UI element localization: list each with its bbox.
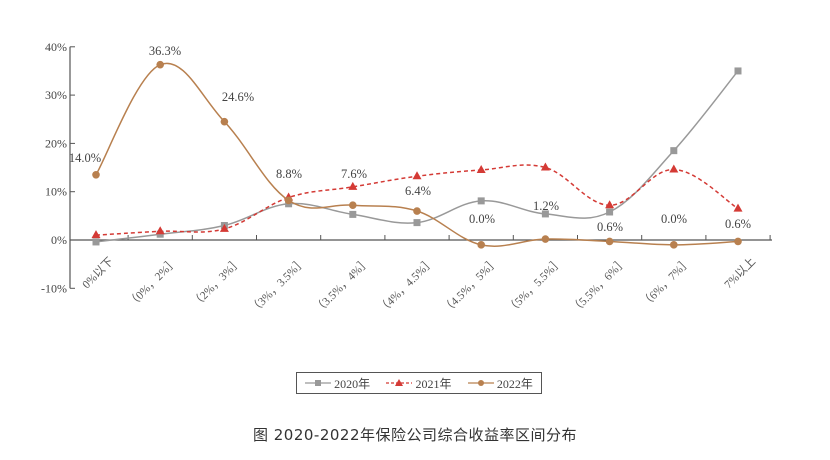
legend-label: 2022年: [496, 376, 533, 391]
figure-caption: 图 2020-2022年保险公司综合收益率区间分布: [252, 426, 578, 444]
data-point-square: [413, 219, 421, 227]
data-point-circle: [284, 196, 293, 205]
x-tick-label: （4%，4.5%］: [376, 255, 437, 316]
data-point-circle: [734, 237, 742, 246]
legend-item-2022: 2022年: [467, 375, 533, 392]
data-point-circle: [220, 117, 229, 126]
data-point-triangle: [412, 171, 422, 180]
x-tick-label: （3.5%，4%］: [312, 255, 373, 316]
data-point-circle: [349, 201, 357, 210]
data-label: 36.3%: [149, 44, 181, 58]
y-tick-label: 40%: [45, 40, 67, 54]
x-tick-label: （3%，3.5%］: [247, 255, 308, 316]
legend: 2020年 2021年 2022年: [296, 372, 542, 394]
legend-marker-triangle-icon: [386, 379, 413, 386]
y-tick-label: -10%: [41, 281, 67, 295]
data-label: 0.0%: [469, 212, 495, 226]
x-tick-label: （0%，2%］: [125, 255, 180, 310]
data-point-square: [670, 147, 678, 155]
data-point-square: [477, 197, 485, 205]
line-chart: -10% 0% 10% 20% 30% 40% 0%以下 （0%，2%］ （2%，3%］ （3%，…: [41, 40, 772, 316]
x-tick-label: （5%，5.5%］: [504, 255, 565, 316]
data-label: 24.6%: [222, 90, 254, 104]
x-tick-label: （2%，3%］: [189, 255, 244, 310]
series-line-2020年: [95, 70, 739, 243]
y-tick-label: 10%: [45, 185, 67, 199]
legend-label: 2021年: [415, 376, 452, 391]
data-point-circle: [477, 241, 486, 249]
data-point-triangle: [476, 164, 486, 173]
x-tick-label: 0%以下: [80, 255, 116, 291]
y-tick-label: 0%: [51, 233, 67, 247]
data-point-square: [541, 210, 549, 218]
x-tick-label: （6%，7%］: [639, 255, 694, 310]
legend-label: 2020年: [334, 376, 371, 391]
x-tick-label: （4.5%，5%］: [440, 255, 501, 316]
data-label: 14.0%: [69, 151, 101, 165]
data-point-triangle: [540, 162, 550, 171]
x-tick-label: （5.5%，6%］: [568, 255, 629, 316]
data-point-circle: [670, 241, 678, 249]
data-point-triangle: [348, 181, 358, 190]
data-point-circle: [605, 237, 614, 246]
data-label: 7.6%: [341, 167, 367, 181]
data-label: 1.2%: [533, 199, 559, 213]
x-tick-label: 7%以上: [722, 255, 758, 291]
data-label: 0.6%: [725, 217, 751, 231]
legend-item-2021: 2021年: [386, 375, 452, 392]
data-point-triangle: [669, 164, 679, 173]
data-point-triangle: [91, 230, 101, 239]
legend-item-2020: 2020年: [305, 375, 370, 392]
data-label: 6.4%: [405, 184, 431, 198]
legend-marker-circle-icon: [467, 380, 494, 386]
data-point-triangle: [219, 223, 229, 232]
data-point-circle: [413, 207, 421, 215]
data-point-circle: [92, 170, 100, 179]
data-point-square: [349, 210, 357, 218]
data-point-circle: [541, 235, 550, 243]
data-label: 8.8%: [276, 167, 302, 181]
y-tick-label: 20%: [45, 136, 67, 150]
data-point-circle: [156, 60, 164, 69]
data-point-triangle: [605, 200, 615, 209]
series-line-2022年: [95, 62, 739, 247]
legend-marker-square-icon: [305, 380, 332, 386]
data-point-square: [734, 67, 742, 75]
data-label: 0.6%: [597, 220, 623, 234]
data-point-triangle: [733, 203, 743, 212]
data-point-square: [606, 208, 614, 216]
data-point-square: [92, 238, 100, 246]
y-tick-label: 30%: [45, 88, 67, 102]
data-point-triangle: [155, 226, 165, 235]
data-label: 0.0%: [661, 212, 687, 226]
